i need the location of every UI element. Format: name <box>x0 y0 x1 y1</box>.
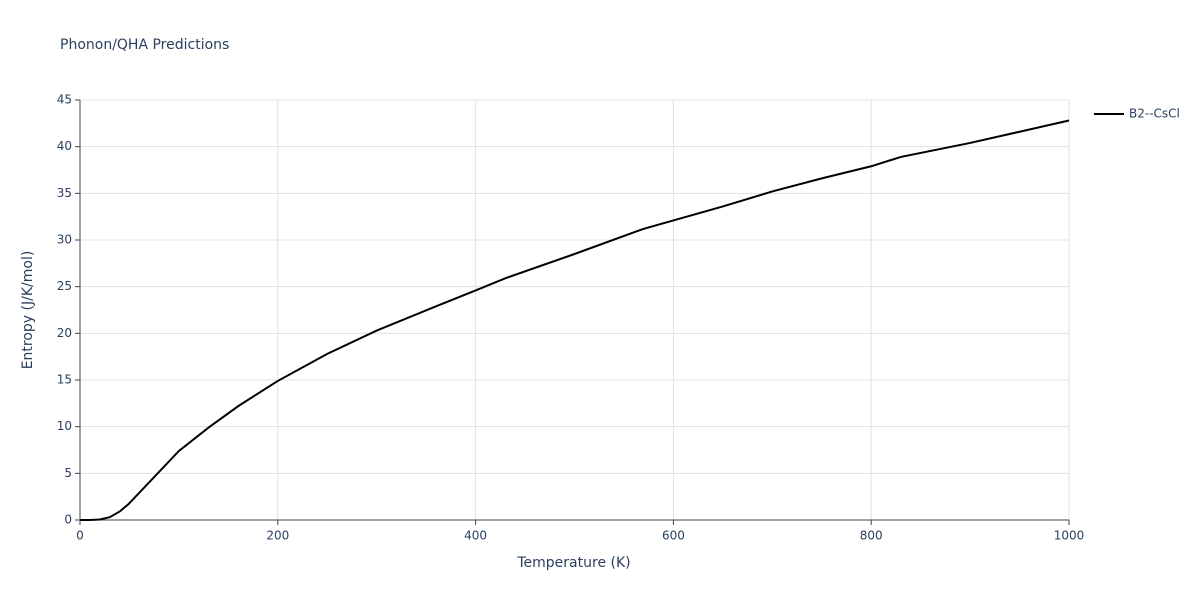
y-tick-label: 5 <box>64 466 72 480</box>
y-tick-label: 0 <box>64 513 72 527</box>
legend-label: B2--CsCl <box>1129 107 1180 121</box>
x-tick-label: 400 <box>464 529 487 543</box>
chart-title: Phonon/QHA Predictions <box>60 37 229 53</box>
y-tick-label: 45 <box>57 93 72 107</box>
y-tick-label: 40 <box>57 139 72 153</box>
y-tick-label: 30 <box>57 233 72 247</box>
y-tick-label: 15 <box>57 373 72 387</box>
x-tick-label: 600 <box>662 529 685 543</box>
y-tick-label: 20 <box>57 326 72 340</box>
x-tick-label: 0 <box>76 529 84 543</box>
x-tick-label: 800 <box>860 529 883 543</box>
y-tick-label: 25 <box>57 279 72 293</box>
y-axis-label: Entropy (J/K/mol) <box>20 251 36 370</box>
x-axis-label: Temperature (K) <box>516 555 630 571</box>
y-tick-label: 10 <box>57 419 72 433</box>
data-line <box>80 119 1070 521</box>
x-tick-label: 200 <box>266 529 289 543</box>
y-tick-label: 35 <box>57 186 72 200</box>
x-tick-label: 1000 <box>1054 529 1085 543</box>
